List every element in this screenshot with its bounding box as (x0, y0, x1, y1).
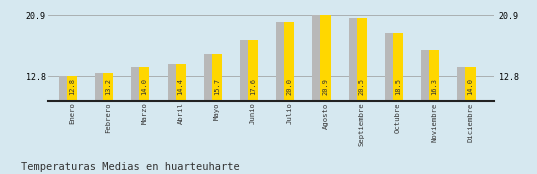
Bar (59, 76, 69, 172)
Bar (204, 54, 214, 172)
Bar (67, 76, 77, 172)
Bar (139, 67, 149, 172)
Bar (284, 22, 294, 172)
Bar (357, 18, 367, 172)
Text: 15.7: 15.7 (214, 78, 220, 95)
Bar (103, 73, 113, 172)
Text: 13.2: 13.2 (105, 78, 111, 95)
Text: Temperaturas Medias en huarteuharte: Temperaturas Medias en huarteuharte (21, 162, 240, 172)
Text: 16.3: 16.3 (431, 78, 437, 95)
Text: 12.8: 12.8 (69, 78, 75, 95)
Bar (349, 18, 359, 172)
Text: 20.9: 20.9 (323, 78, 329, 95)
Bar (176, 64, 186, 172)
Text: 14.0: 14.0 (468, 78, 474, 95)
Text: 14.4: 14.4 (178, 78, 184, 95)
Bar (393, 33, 403, 172)
Text: 20.5: 20.5 (359, 78, 365, 95)
Bar (458, 67, 468, 172)
Text: 17.6: 17.6 (250, 78, 256, 95)
Text: 14.0: 14.0 (141, 78, 147, 95)
Bar (240, 40, 250, 172)
Bar (421, 50, 431, 172)
Text: 18.5: 18.5 (395, 78, 401, 95)
Text: 20.0: 20.0 (286, 78, 292, 95)
Bar (95, 73, 105, 172)
Bar (132, 67, 141, 172)
Bar (429, 50, 439, 172)
Bar (212, 54, 222, 172)
Bar (321, 15, 331, 172)
Bar (385, 33, 395, 172)
Bar (276, 22, 286, 172)
Bar (168, 64, 178, 172)
Bar (248, 40, 258, 172)
Bar (466, 67, 476, 172)
Bar (313, 15, 323, 172)
